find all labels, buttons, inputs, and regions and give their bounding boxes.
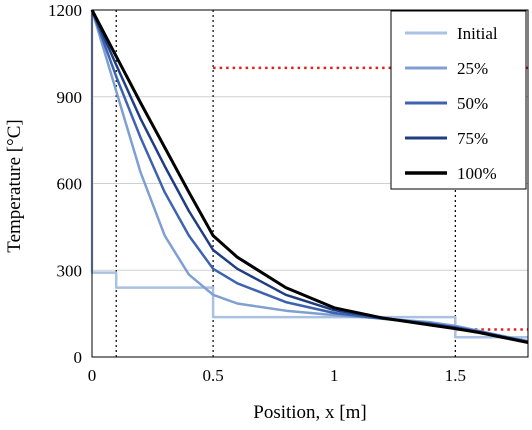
x-tick-label: 1.5 bbox=[445, 366, 466, 385]
legend-label: 100% bbox=[457, 164, 497, 183]
plot-area-frame bbox=[91, 9, 529, 358]
x-tick-label: 0 bbox=[88, 366, 97, 385]
series-line-100pct bbox=[90, 9, 529, 344]
legend-label: Initial bbox=[457, 24, 498, 43]
x-tick-label: 0.5 bbox=[202, 366, 223, 385]
x-axis-title: Position, x [m] bbox=[253, 402, 366, 423]
legend-label: 75% bbox=[457, 129, 488, 148]
y-tick-label: 900 bbox=[57, 88, 83, 107]
legend-label: 25% bbox=[457, 59, 488, 78]
tick-labels: 0 300 600 900 1200 0 0.5 1 1.5 bbox=[48, 1, 466, 385]
y-axis-title: Temperature [°C] bbox=[4, 119, 25, 252]
legend-box bbox=[390, 10, 527, 190]
y-tick-label: 300 bbox=[57, 261, 83, 280]
legend: Initial 25% 50% 75% 100% bbox=[390, 10, 527, 190]
series-line-initial bbox=[90, 10, 528, 339]
y-tick-label: 0 bbox=[74, 348, 83, 367]
y-tick-label: 600 bbox=[57, 175, 83, 194]
x-tick-label: 1 bbox=[330, 366, 339, 385]
series-lines bbox=[90, 9, 529, 344]
legend-label: 50% bbox=[457, 94, 488, 113]
y-tick-label: 1200 bbox=[48, 1, 82, 20]
